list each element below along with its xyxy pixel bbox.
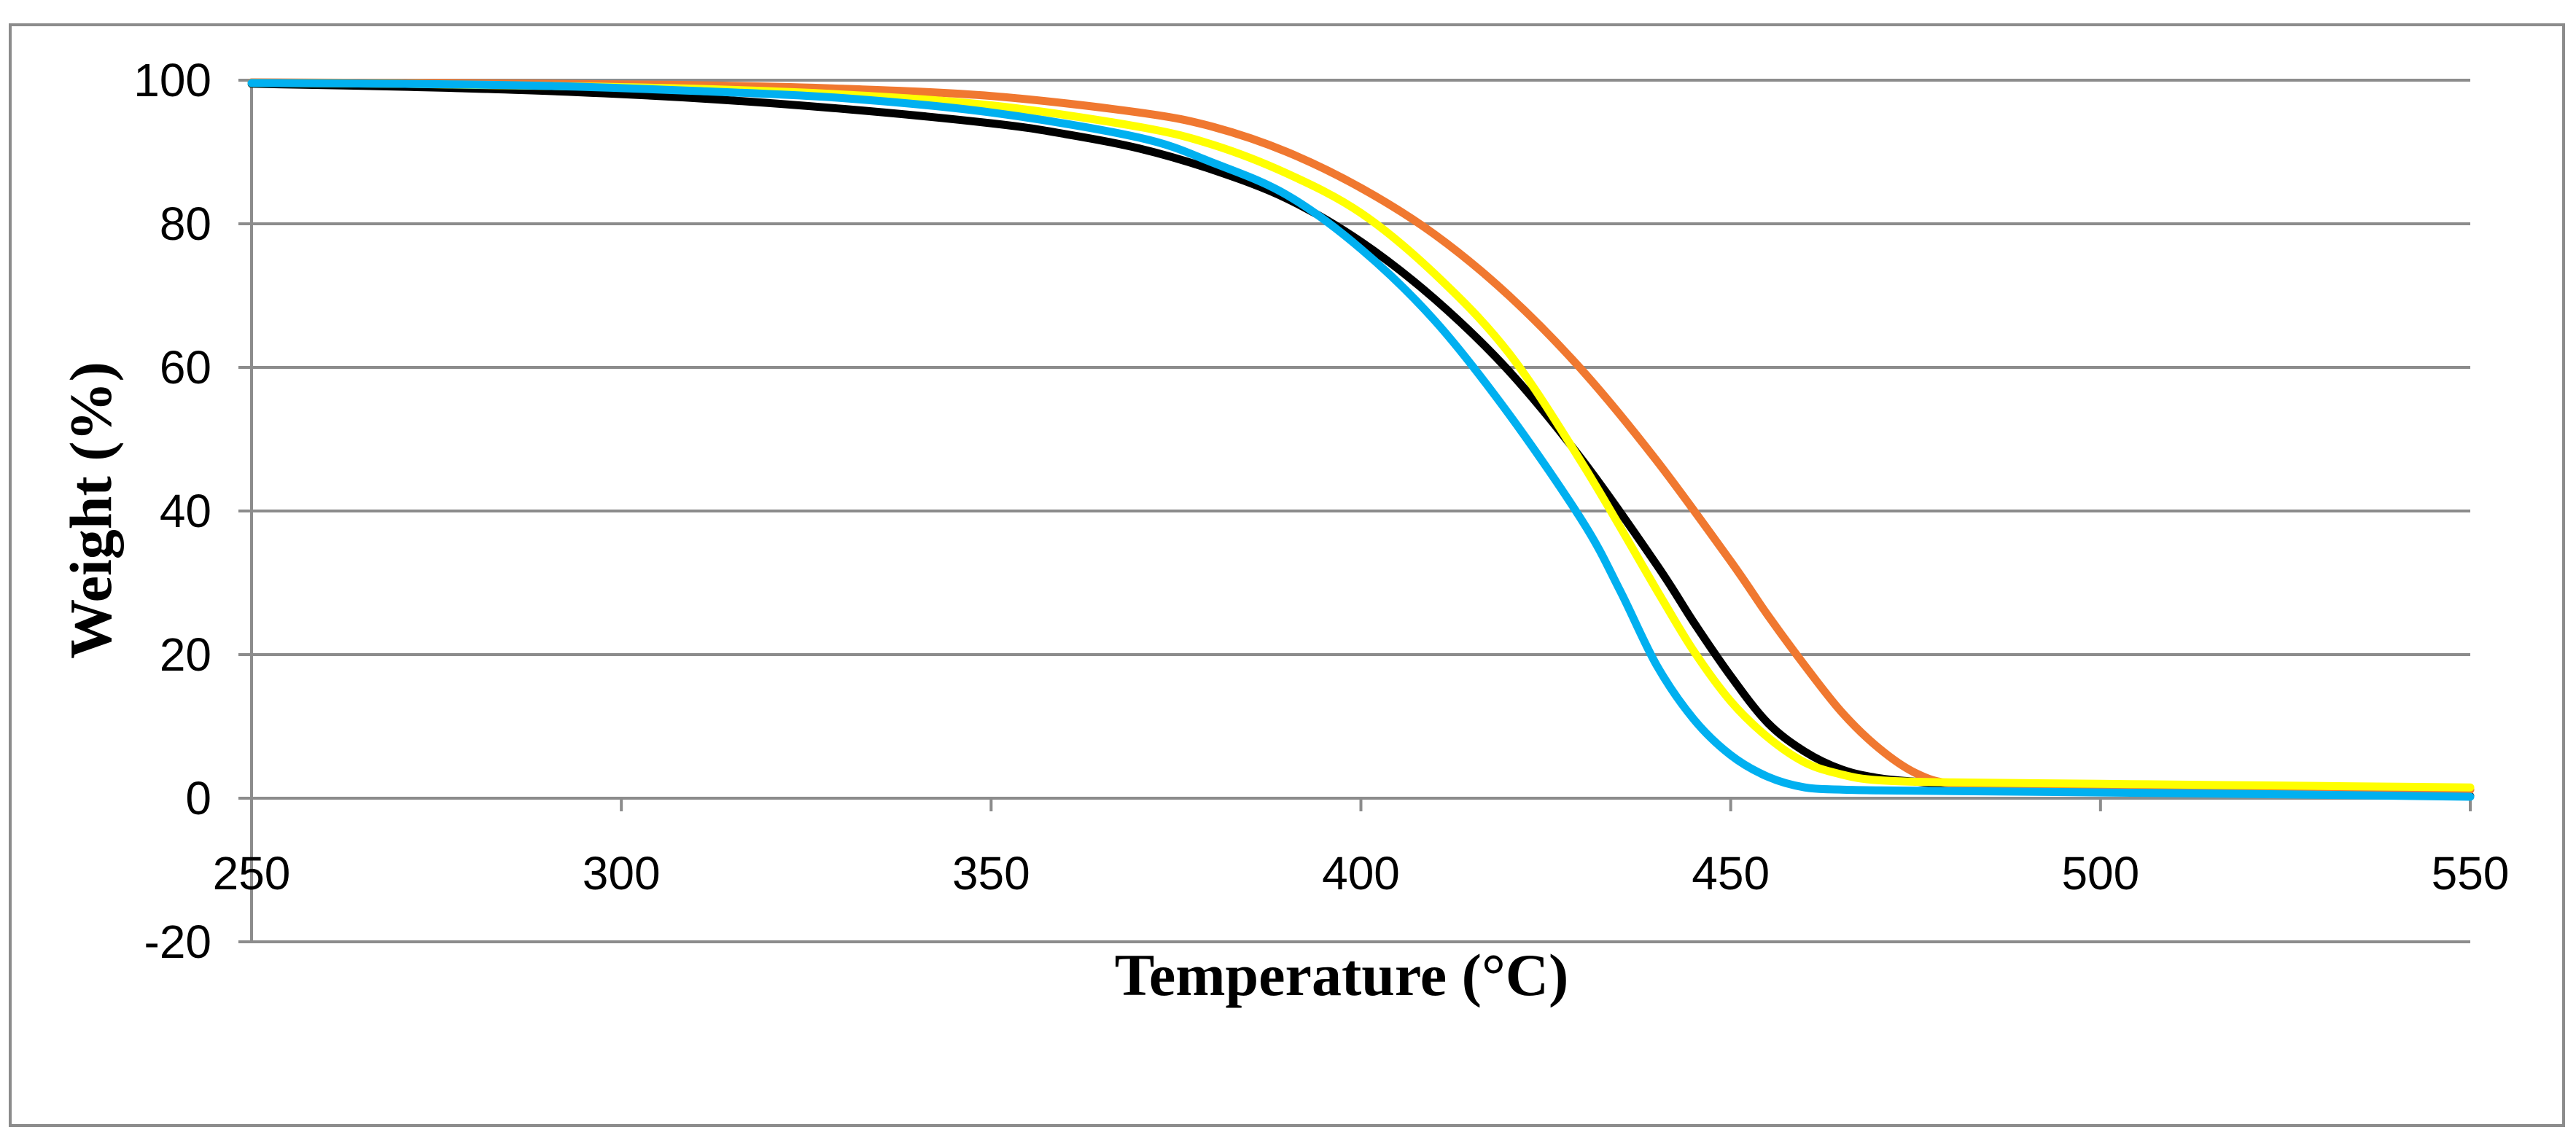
x-tick-label: 450 (1692, 847, 1770, 900)
axes (238, 79, 2472, 943)
tick-labels: -20 0 20 40 60 80 100 250 300 350 400 450 500 550 (133, 54, 2509, 968)
y-tick-label: 60 (160, 341, 211, 394)
x-tick-label: 350 (952, 847, 1030, 900)
y-tick-label: 80 (160, 198, 211, 250)
x-tick-label: 500 (2061, 847, 2139, 900)
y-tick-label: 40 (160, 485, 211, 537)
x-axis-title: Temperature (°C) (1115, 942, 1569, 1008)
gridlines (252, 79, 2470, 656)
y-axis-title: Weight (%) (58, 362, 124, 659)
x-tick-label: 400 (1322, 847, 1400, 900)
series-line-blue (247, 79, 2475, 801)
y-tick-label: 100 (133, 54, 211, 106)
x-tick-label: 250 (213, 847, 291, 900)
x-tick-label: 300 (583, 847, 661, 900)
y-tick-label: 20 (160, 628, 211, 681)
series-lines (247, 78, 2475, 801)
y-tick-label: -20 (144, 916, 212, 968)
x-tick-label: 550 (2432, 847, 2510, 900)
y-tick-label: 0 (185, 772, 211, 824)
